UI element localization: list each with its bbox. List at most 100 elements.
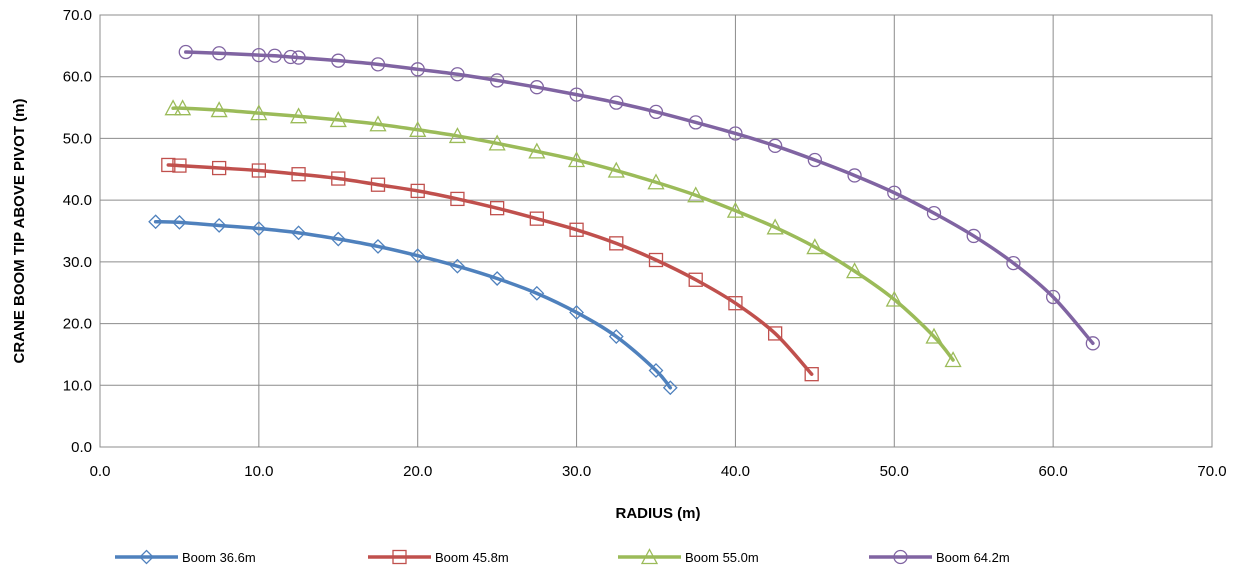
- data-point-diamond: [251, 221, 267, 236]
- data-point-square: [172, 158, 187, 173]
- data-point-triangle: [607, 161, 625, 178]
- data-point-triangle: [448, 127, 467, 144]
- data-point-circle: [767, 138, 783, 153]
- legend-marker: [893, 549, 908, 565]
- legend-label: Boom 45.8m: [435, 550, 509, 565]
- data-point-diamond: [291, 225, 306, 241]
- tick-labels: 0.0 10.0 20.0 30.0 40.0 50.0 60.0 70.0 0.0 10.0 20…: [63, 7, 1227, 480]
- data-point-triangle: [726, 201, 745, 218]
- data-point-circle: [926, 205, 942, 221]
- series-line: [153, 219, 673, 390]
- data-point-circle: [1006, 255, 1021, 271]
- data-point-circle: [251, 47, 267, 63]
- y-tick-label: 20.0: [63, 316, 92, 333]
- data-point-triangle: [528, 142, 546, 159]
- y-axis-title: CRANE BOOM TIP ABOVE PIVOT (m): [11, 98, 28, 363]
- data-point-circle: [211, 46, 227, 61]
- data-point-triangle: [250, 104, 268, 121]
- data-point-diamond: [370, 239, 386, 254]
- data-point-triangle: [329, 111, 347, 128]
- data-point-square: [370, 177, 386, 192]
- data-point-circle: [291, 50, 306, 65]
- data-point-circle: [178, 44, 193, 60]
- data-point-circle: [529, 80, 545, 95]
- series-1: [148, 214, 678, 396]
- data-point-square: [529, 211, 545, 226]
- data-point-square: [728, 296, 743, 311]
- data-point-diamond: [172, 214, 187, 230]
- data-point-diamond: [489, 271, 505, 286]
- series-line: [184, 50, 1095, 346]
- data-point-square: [450, 191, 465, 207]
- x-tick-label: 70.0: [1197, 463, 1226, 480]
- y-tick-label: 70.0: [63, 7, 92, 24]
- data-point-triangle: [567, 151, 586, 168]
- legend-label: Boom 64.2m: [936, 550, 1010, 565]
- series-4: [178, 44, 1101, 351]
- data-point-circle: [410, 62, 425, 77]
- y-tick-label: 10.0: [63, 377, 92, 394]
- data-point-circle: [887, 185, 902, 200]
- data-point-circle: [1045, 289, 1061, 305]
- plot-area-border: [99, 14, 1213, 448]
- data-point-square: [489, 201, 505, 216]
- data-point-triangle: [210, 101, 228, 118]
- x-axis-title: RADIUS (m): [616, 505, 701, 522]
- legend-label: Boom 55.0m: [685, 550, 759, 565]
- data-point-square: [609, 236, 624, 251]
- data-point-square: [291, 167, 306, 182]
- legend: Boom 36.6m Boom 45.8m Boom 55.0m Boom 64.2m: [115, 548, 1010, 565]
- x-tick-label: 60.0: [1039, 463, 1068, 480]
- data-point-square: [804, 367, 819, 382]
- data-point-square: [688, 272, 703, 287]
- data-point-square: [767, 326, 783, 341]
- legend-marker: [392, 549, 407, 565]
- legend-label: Boom 36.6m: [182, 550, 256, 565]
- data-point-triangle: [488, 134, 506, 151]
- data-point-circle: [648, 104, 664, 120]
- y-tick-label: 30.0: [63, 254, 92, 271]
- legend-item-1: Boom 36.6m: [115, 549, 256, 565]
- y-tick-label: 0.0: [71, 439, 92, 456]
- data-point-square: [251, 163, 267, 178]
- data-point-triangle: [174, 99, 192, 116]
- data-point-diamond: [569, 305, 584, 320]
- data-point-circle: [688, 115, 703, 130]
- data-point-diamond: [211, 218, 227, 233]
- data-point-triangle: [369, 115, 387, 132]
- data-point-square: [211, 160, 227, 176]
- data-point-diamond: [662, 380, 678, 396]
- data-point-circle: [283, 49, 298, 65]
- x-tick-label: 20.0: [403, 463, 432, 480]
- data-point-circle: [370, 57, 386, 72]
- data-point-square: [331, 171, 346, 186]
- x-tick-label: 50.0: [880, 463, 909, 480]
- data-point-circle: [569, 87, 584, 102]
- data-point-diamond: [330, 231, 346, 247]
- legend-marker: [139, 549, 154, 565]
- data-point-circle: [331, 53, 346, 68]
- x-tick-label: 30.0: [562, 463, 591, 480]
- data-point-triangle: [845, 262, 864, 279]
- data-point-diamond: [450, 258, 465, 274]
- data-point-square: [648, 252, 664, 268]
- x-tick-label: 40.0: [721, 463, 750, 480]
- legend-item-4: Boom 64.2m: [869, 549, 1010, 565]
- data-point-circle: [966, 228, 981, 244]
- data-point-circle: [489, 73, 505, 88]
- y-tick-label: 40.0: [63, 192, 92, 209]
- data-point-triangle: [885, 290, 903, 307]
- data-point-diamond: [608, 329, 624, 344]
- data-point-square: [410, 183, 425, 199]
- data-point-triangle: [289, 107, 308, 124]
- series-layer: [148, 44, 1101, 396]
- grid: [99, 14, 1213, 448]
- data-point-circle: [847, 168, 862, 183]
- data-point-circle: [450, 67, 465, 82]
- data-point-diamond: [148, 214, 164, 230]
- data-point-triangle: [647, 173, 665, 190]
- y-tick-label: 60.0: [63, 69, 92, 86]
- series-2: [161, 157, 819, 382]
- data-point-triangle: [164, 99, 182, 116]
